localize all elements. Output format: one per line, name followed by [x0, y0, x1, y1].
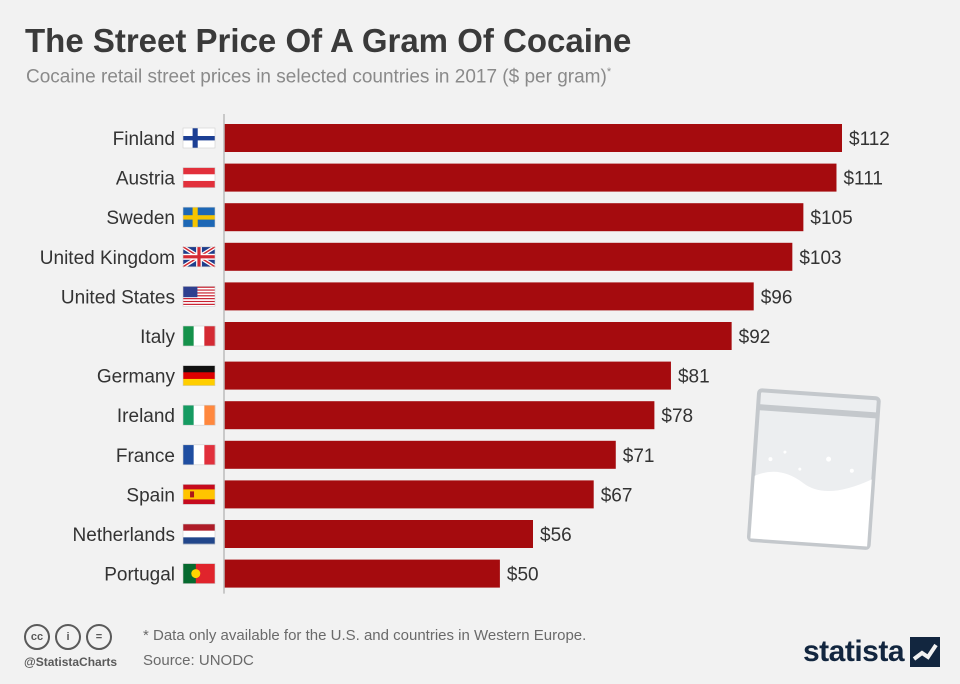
value-label: $92	[739, 327, 771, 348]
value-label: $111	[843, 169, 882, 190]
value-label: $105	[810, 208, 852, 229]
france-flag-icon	[182, 444, 216, 466]
twitter-handle[interactable]: @StatistaCharts	[24, 655, 118, 669]
value-label: $96	[761, 287, 793, 308]
source-note: Source: UNODC	[143, 652, 254, 669]
statista-logo[interactable]: statista	[803, 635, 941, 669]
cc-icon[interactable]: cc	[24, 624, 50, 650]
category-label: Finland	[113, 129, 175, 150]
no-derivatives-icon[interactable]: =	[86, 624, 112, 650]
bar	[224, 163, 837, 192]
category-label: Austria	[116, 169, 176, 190]
footnote: * Data only available for the U.S. and c…	[143, 627, 587, 644]
netherlands-flag-icon	[182, 523, 216, 545]
bar	[224, 401, 655, 430]
subtitle-text: Cocaine retail street prices in selected…	[26, 66, 607, 88]
portugal-flag-icon	[182, 563, 216, 584]
brand-name: statista	[803, 635, 905, 668]
value-label: $50	[507, 565, 539, 586]
category-label: Netherlands	[73, 525, 175, 546]
bar	[224, 480, 594, 509]
value-label: $78	[661, 406, 693, 427]
bar	[224, 203, 804, 232]
bar	[224, 124, 842, 152]
category-label: United States	[61, 287, 175, 308]
bar	[224, 282, 754, 311]
bar-chart: Finland $112 Austria $111 Sweden $105 United K…	[40, 114, 890, 594]
uk-flag-icon	[181, 245, 217, 269]
value-label: $71	[623, 446, 655, 467]
category-label: Italy	[140, 327, 175, 348]
category-label: Portugal	[104, 565, 175, 586]
spain-flag-icon	[182, 484, 216, 505]
germany-flag-icon	[182, 365, 216, 386]
category-label: France	[116, 446, 175, 467]
value-label: $81	[678, 367, 710, 388]
us-flag-icon	[182, 286, 216, 307]
finland-flag-icon	[182, 127, 216, 149]
value-label: $67	[601, 485, 633, 506]
chart-subtitle: Cocaine retail street prices in selected…	[26, 66, 611, 88]
baggie-illustration	[746, 388, 881, 550]
sweden-flag-icon	[182, 206, 216, 228]
ireland-flag-icon	[182, 404, 216, 426]
bar	[224, 361, 671, 390]
value-label: $56	[540, 525, 572, 546]
bar	[224, 520, 533, 548]
subtitle-footnote-marker: *	[606, 66, 612, 78]
category-label: Ireland	[117, 406, 175, 427]
statista-logo-icon	[910, 637, 941, 667]
category-label: United Kingdom	[40, 248, 175, 269]
value-label: $103	[799, 248, 841, 269]
chart-title: The Street Price Of A Gram Of Cocaine	[25, 22, 632, 59]
category-label: Sweden	[106, 208, 175, 229]
italy-flag-icon	[182, 325, 216, 347]
attribution-icon[interactable]: i	[55, 624, 81, 650]
austria-flag-icon	[182, 167, 216, 188]
category-label: Germany	[97, 367, 176, 388]
bar	[224, 559, 500, 588]
bar	[224, 242, 793, 271]
license-icons: cc i =	[24, 624, 112, 650]
category-label: Spain	[126, 485, 175, 506]
value-label: $112	[849, 129, 890, 150]
bar	[224, 440, 616, 469]
bar	[224, 322, 732, 350]
